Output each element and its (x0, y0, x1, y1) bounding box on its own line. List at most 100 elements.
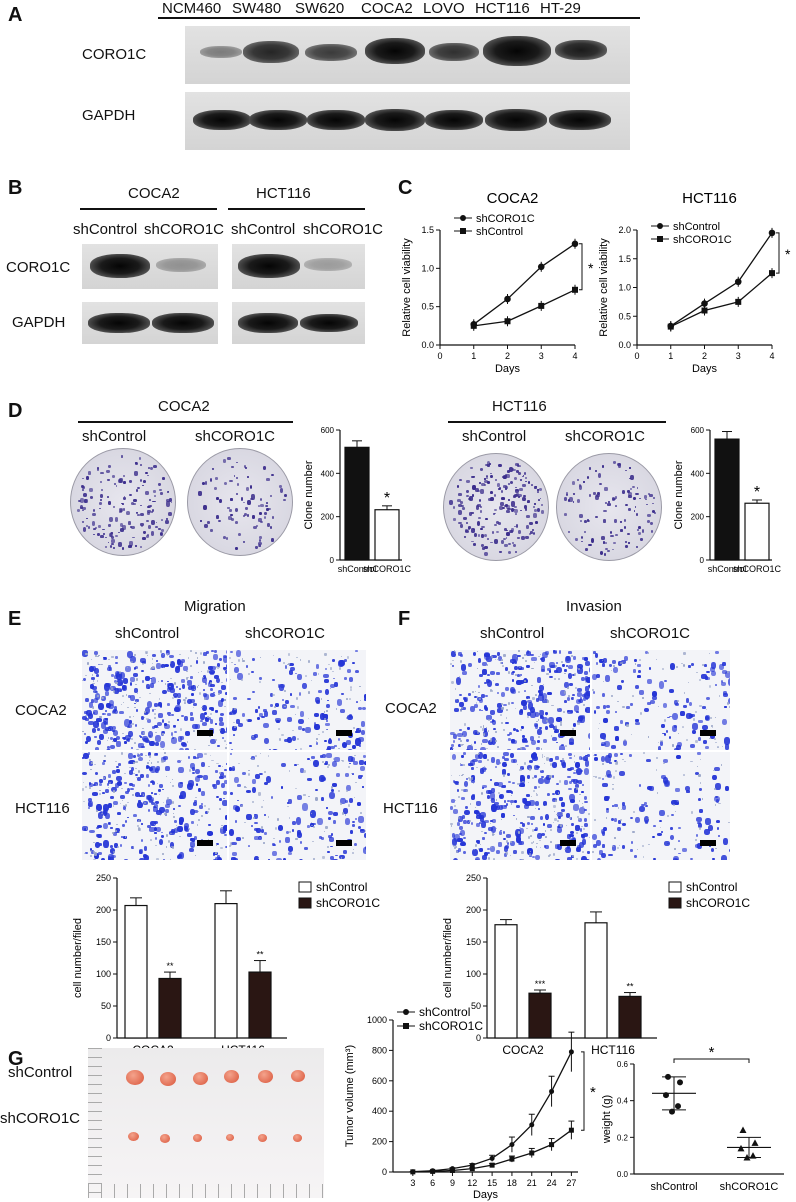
cell-spot (576, 858, 578, 860)
cell-spot (154, 717, 156, 719)
cell-spot (460, 654, 463, 657)
cell-spot (702, 798, 703, 800)
western-blot-hct116-gapdh (232, 302, 365, 344)
y-axis-label: Relative cell viability (401, 238, 413, 337)
cell-spot (595, 653, 599, 658)
cell-spot (123, 481, 126, 483)
cell-spot (475, 691, 476, 692)
cell-spot (563, 711, 565, 713)
cell-spot (628, 542, 630, 544)
cell-spot (292, 829, 294, 831)
cell-spot (166, 501, 170, 507)
cell-spot (305, 675, 307, 677)
cell-spot (669, 736, 672, 739)
cell-spot (174, 707, 180, 712)
cell-spot (634, 510, 636, 511)
cell-spot (185, 731, 190, 736)
x-tick-label: 3 (539, 351, 544, 361)
cell-spot (290, 693, 292, 695)
cell-spot (126, 511, 130, 516)
cell-spot (284, 690, 286, 692)
cell-spot (236, 493, 238, 494)
cell-spot (723, 693, 728, 697)
cell-spot (327, 700, 329, 701)
cell-spot (696, 834, 698, 837)
cell-spot (86, 518, 88, 520)
cell-spot (330, 846, 332, 847)
cell-spot (116, 824, 118, 825)
cell-spot (561, 760, 565, 765)
cell-spot (468, 498, 470, 501)
cell-spot (205, 682, 208, 685)
cell-spot (560, 824, 562, 827)
cell-spot (607, 550, 609, 553)
cell-spot (148, 525, 152, 528)
row-label: shControl (8, 1064, 72, 1081)
cell-spot (172, 697, 174, 699)
cell-spot (203, 689, 206, 691)
cell-spot (226, 744, 227, 745)
cell-spot (219, 499, 222, 503)
cell-spot (225, 846, 227, 848)
cell-spot (529, 768, 531, 771)
cell-spot (613, 542, 615, 544)
bar (345, 447, 369, 560)
cell-spot (565, 745, 567, 747)
cell-spot (120, 528, 124, 531)
cell-spot (589, 494, 591, 497)
y-tick-label: 0.4 (617, 1097, 629, 1106)
cell-spot (307, 825, 310, 829)
cell-spot (360, 700, 361, 701)
cell-spot (572, 694, 575, 696)
cell-spot (501, 490, 503, 492)
cell-spot (673, 856, 679, 861)
cell-spot (652, 503, 654, 505)
cell-spot (494, 524, 497, 526)
cell-spot (251, 494, 255, 499)
cell-spot (600, 551, 604, 555)
legend-marker (403, 1009, 409, 1015)
cell-spot (258, 706, 260, 709)
cell-spot (564, 673, 566, 674)
cell-spot (364, 698, 366, 701)
cell-spot (534, 486, 537, 488)
cell-spot (179, 836, 181, 837)
cell-spot (347, 669, 352, 673)
cell-spot (156, 766, 161, 771)
y-axis-label: Clone number (303, 460, 315, 529)
cell-spot (98, 525, 101, 528)
x-tick-label: 24 (547, 1178, 557, 1188)
cell-spot (105, 710, 107, 712)
migration-image-hct116-shcontrol (82, 752, 227, 860)
cell-spot (469, 778, 471, 781)
cell-spot (179, 817, 185, 823)
cell-spot (359, 686, 361, 688)
cell-spot (620, 753, 623, 755)
scale-bar (336, 840, 352, 846)
cell-spot (497, 746, 499, 748)
cell-spot (564, 780, 568, 784)
cell-spot (635, 685, 639, 689)
lane-label: NCM460 (162, 0, 221, 17)
cell-spot (456, 677, 462, 685)
cell-spot (464, 723, 466, 726)
cell-spot (341, 693, 344, 695)
data-point (538, 303, 544, 309)
cell-spot (308, 691, 310, 693)
cell-spot (696, 672, 697, 674)
chart-title: HCT116 (682, 190, 737, 207)
cell-spot (122, 800, 124, 802)
cell-spot (677, 700, 679, 702)
cell-spot (348, 804, 350, 807)
cell-spot (721, 855, 727, 860)
legend-marker (460, 228, 466, 234)
cell-spot (124, 773, 126, 774)
cell-spot (511, 803, 512, 804)
cell-spot (713, 770, 714, 771)
cell-spot (281, 763, 286, 768)
cell-spot (178, 782, 183, 788)
cell-spot (461, 664, 466, 670)
cell-spot (724, 737, 730, 744)
cell-spot (298, 719, 304, 724)
cell-spot (248, 845, 250, 847)
